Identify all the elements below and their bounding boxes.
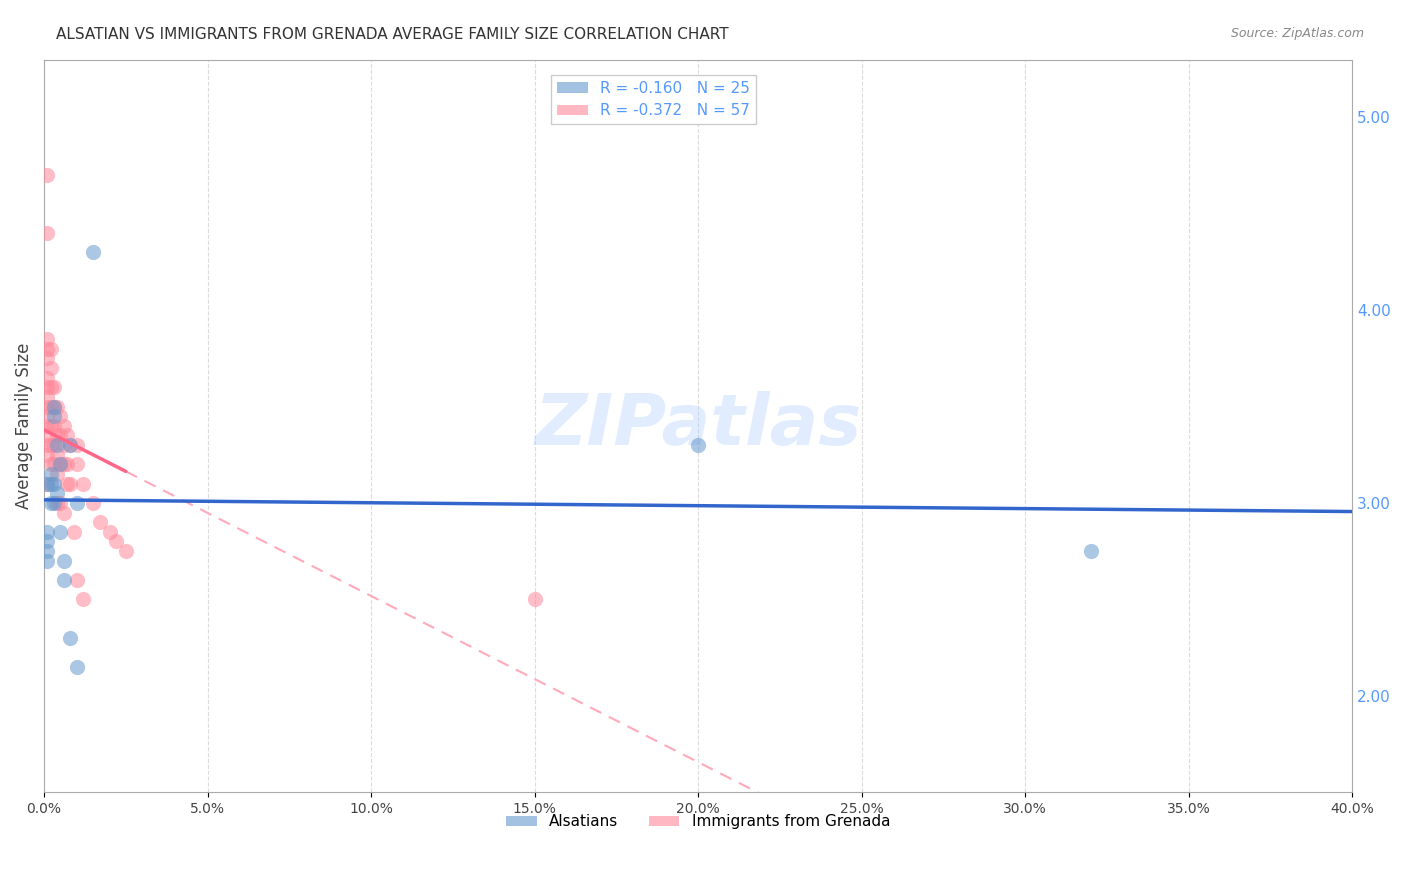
Point xyxy=(49,458,72,472)
Point xyxy=(39,342,62,356)
Point xyxy=(42,438,65,452)
Point xyxy=(105,534,128,549)
Point xyxy=(37,342,59,356)
Point xyxy=(37,554,59,568)
Point xyxy=(37,168,59,182)
Point xyxy=(52,506,75,520)
Point xyxy=(52,554,75,568)
Point xyxy=(42,418,65,433)
Point xyxy=(52,438,75,452)
Point xyxy=(46,496,69,510)
Y-axis label: Average Family Size: Average Family Size xyxy=(15,343,32,509)
Point xyxy=(39,476,62,491)
Point xyxy=(37,476,59,491)
Point xyxy=(688,438,710,452)
Point xyxy=(89,515,111,529)
Point xyxy=(42,400,65,414)
Point xyxy=(52,573,75,587)
Point xyxy=(37,418,59,433)
Point xyxy=(49,428,72,442)
Point xyxy=(59,476,82,491)
Point xyxy=(37,544,59,558)
Point xyxy=(46,428,69,442)
Text: ALSATIAN VS IMMIGRANTS FROM GRENADA AVERAGE FAMILY SIZE CORRELATION CHART: ALSATIAN VS IMMIGRANTS FROM GRENADA AVER… xyxy=(56,27,728,42)
Point xyxy=(39,496,62,510)
Point xyxy=(37,438,59,452)
Point xyxy=(66,458,89,472)
Point xyxy=(39,467,62,481)
Point xyxy=(37,524,59,539)
Point xyxy=(62,524,84,539)
Point xyxy=(39,438,62,452)
Point xyxy=(52,418,75,433)
Point xyxy=(37,428,59,442)
Point xyxy=(37,409,59,424)
Point xyxy=(1080,544,1102,558)
Point xyxy=(98,524,121,539)
Point xyxy=(52,458,75,472)
Point xyxy=(37,332,59,346)
Point xyxy=(82,245,104,260)
Legend: Alsatians, Immigrants from Grenada: Alsatians, Immigrants from Grenada xyxy=(501,808,896,836)
Point xyxy=(39,361,62,376)
Point xyxy=(37,476,59,491)
Point xyxy=(59,631,82,645)
Point xyxy=(56,428,79,442)
Point xyxy=(66,659,89,673)
Point xyxy=(42,496,65,510)
Point xyxy=(46,438,69,452)
Point xyxy=(115,544,138,558)
Point xyxy=(37,400,59,414)
Point xyxy=(37,370,59,384)
Point xyxy=(49,458,72,472)
Point xyxy=(59,438,82,452)
Point xyxy=(39,418,62,433)
Point xyxy=(46,486,69,500)
Point xyxy=(37,534,59,549)
Point xyxy=(42,380,65,394)
Point xyxy=(72,592,94,607)
Point xyxy=(72,476,94,491)
Point xyxy=(37,448,59,462)
Point xyxy=(46,400,69,414)
Point xyxy=(42,409,65,424)
Point xyxy=(523,592,546,607)
Point xyxy=(39,458,62,472)
Point xyxy=(37,390,59,404)
Point xyxy=(46,448,69,462)
Point xyxy=(37,351,59,366)
Point xyxy=(82,496,104,510)
Point xyxy=(66,438,89,452)
Point xyxy=(56,476,79,491)
Point xyxy=(42,400,65,414)
Point xyxy=(49,496,72,510)
Point xyxy=(39,400,62,414)
Point xyxy=(46,467,69,481)
Point xyxy=(66,573,89,587)
Point xyxy=(37,226,59,240)
Point xyxy=(42,458,65,472)
Point xyxy=(49,524,72,539)
Point xyxy=(42,476,65,491)
Point xyxy=(56,458,79,472)
Point xyxy=(49,409,72,424)
Point xyxy=(66,496,89,510)
Point xyxy=(59,438,82,452)
Text: Source: ZipAtlas.com: Source: ZipAtlas.com xyxy=(1230,27,1364,40)
Point xyxy=(37,380,59,394)
Point xyxy=(39,380,62,394)
Text: ZIPatlas: ZIPatlas xyxy=(534,392,862,460)
